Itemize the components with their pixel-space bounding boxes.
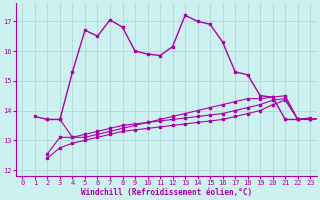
X-axis label: Windchill (Refroidissement éolien,°C): Windchill (Refroidissement éolien,°C) [81,188,252,197]
